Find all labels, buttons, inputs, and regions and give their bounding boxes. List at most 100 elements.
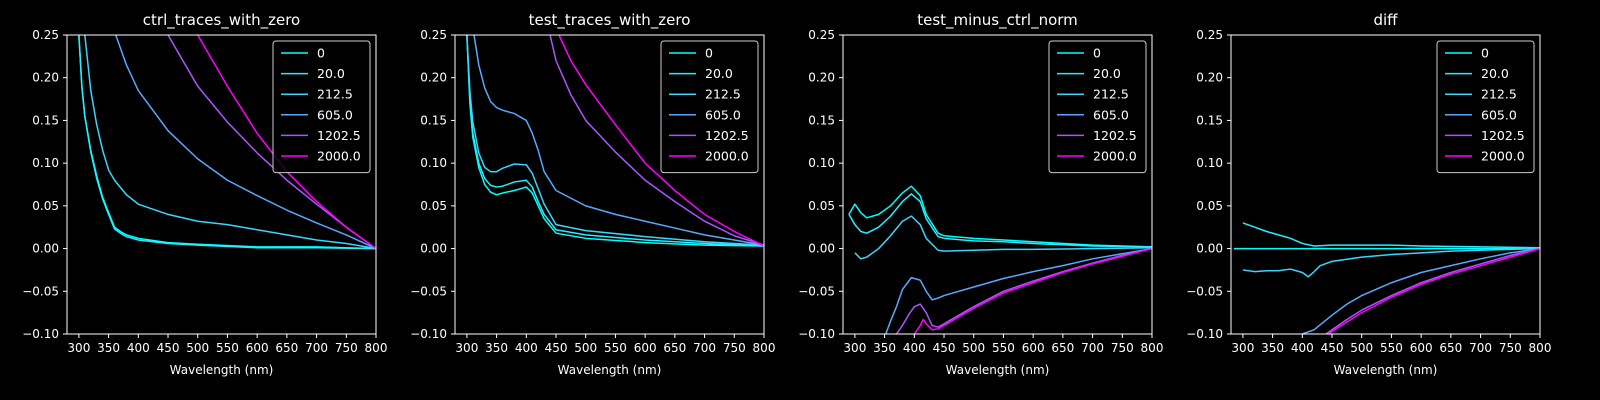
x-tick-label: 500 xyxy=(962,341,985,355)
legend-entry: 212.5 xyxy=(705,87,741,102)
x-tick-label: 600 xyxy=(246,341,269,355)
x-tick-label: 650 xyxy=(1051,341,1074,355)
axes-frame xyxy=(1230,34,1541,335)
x-tick-label: 450 xyxy=(545,341,568,355)
y-tick-label: 0.25 xyxy=(1196,28,1223,42)
legend-entry: 1202.5 xyxy=(705,128,749,143)
x-tick-label: 400 xyxy=(515,341,538,355)
x-tick-label: 750 xyxy=(1111,341,1134,355)
legend-entry: 2000.0 xyxy=(1481,149,1525,164)
legend-entry: 20.0 xyxy=(1481,66,1509,81)
y-tick-label: 0.10 xyxy=(420,156,447,170)
legend: 0 20.0 212.5 605.0 1202.5 2000.0 xyxy=(272,40,371,174)
series-group xyxy=(466,35,764,247)
x-tick-label: 300 xyxy=(843,341,866,355)
x-tick-label: 450 xyxy=(933,341,956,355)
y-tick-label: 0.20 xyxy=(420,71,447,85)
x-tick-label: 700 xyxy=(693,341,716,355)
chart-title: diff xyxy=(1373,11,1398,29)
x-tick-label: 300 xyxy=(455,341,478,355)
legend-entry: 2000.0 xyxy=(1093,149,1137,164)
chart-panel-2: 300 350 400 450 500 550 600 650 700 750 800 −0.10 −0… xyxy=(410,11,775,377)
x-tick-label: 750 xyxy=(723,341,746,355)
series-line-2000.0 xyxy=(1328,247,1540,334)
legend-entry: 2000.0 xyxy=(705,149,749,164)
y-tick-label: −0.10 xyxy=(798,327,835,341)
chart-panel-3: 300 350 400 450 500 550 600 650 700 750 800 −0.10 −0… xyxy=(798,11,1163,377)
x-tick-label: 700 xyxy=(1081,341,1104,355)
x-tick-label: 700 xyxy=(305,341,328,355)
y-tick-label: −0.05 xyxy=(798,284,835,298)
x-tick-label: 400 xyxy=(127,341,150,355)
x-tick-label: 350 xyxy=(1261,341,1284,355)
legend-entry: 0 xyxy=(1093,46,1101,61)
x-tick-label: 650 xyxy=(275,341,298,355)
x-tick-label: 300 xyxy=(1231,341,1254,355)
legend-entry: 605.0 xyxy=(1093,107,1129,122)
axes-frame xyxy=(454,34,765,335)
y-tick-label: 0.05 xyxy=(420,199,447,213)
series-group xyxy=(848,185,1152,334)
y-tick-label: 0.15 xyxy=(808,113,835,127)
series-line-2000.0 xyxy=(558,35,764,247)
x-tick-label: 650 xyxy=(1439,341,1462,355)
series-line-20.0 xyxy=(78,35,376,250)
series-line-605.0 xyxy=(1302,247,1540,334)
series-line-605.0 xyxy=(473,35,764,246)
x-tick-label: 600 xyxy=(1410,341,1433,355)
x-tick-label: 600 xyxy=(1022,341,1045,355)
y-tick-label: 0.25 xyxy=(420,28,447,42)
axes-frame xyxy=(842,34,1153,335)
legend: 0 20.0 212.5 605.0 1202.5 2000.0 xyxy=(1436,40,1535,174)
y-tick-label: 0.00 xyxy=(808,242,835,256)
legend-entry: 1202.5 xyxy=(1481,128,1525,143)
y-tick-label: 0.00 xyxy=(1196,242,1223,256)
x-tick-label: 300 xyxy=(67,341,90,355)
x-tick-label: 800 xyxy=(1141,341,1164,355)
series-line-1202.5 xyxy=(549,35,764,246)
x-tick-label: 800 xyxy=(753,341,776,355)
legend-entry: 605.0 xyxy=(705,107,741,122)
legend-entry: 2000.0 xyxy=(317,149,361,164)
x-tick-label: 350 xyxy=(97,341,120,355)
legend-entry: 0 xyxy=(1481,46,1489,61)
y-tick-label: 0.05 xyxy=(1196,199,1223,213)
x-tick-label: 700 xyxy=(1469,341,1492,355)
x-tick-label: 450 xyxy=(157,341,180,355)
series-line-212.5 xyxy=(1242,247,1540,278)
series-line-1202.5 xyxy=(1325,247,1540,334)
x-tick-label: 500 xyxy=(574,341,597,355)
y-tick-label: 0.20 xyxy=(32,71,59,85)
series-line-0 xyxy=(466,35,764,247)
x-tick-label: 750 xyxy=(1499,341,1522,355)
series-line-2000.0 xyxy=(913,247,1152,334)
y-tick-label: −0.10 xyxy=(22,327,59,341)
x-tick-label: 650 xyxy=(663,341,686,355)
series-line-212.5 xyxy=(854,215,1152,260)
y-tick-label: −0.05 xyxy=(410,284,447,298)
series-line-1202.5 xyxy=(895,247,1152,334)
legend-entry: 212.5 xyxy=(317,87,353,102)
y-tick-label: −0.10 xyxy=(1186,327,1223,341)
chart-title: test_traces_with_zero xyxy=(529,11,691,30)
legend-entry: 0 xyxy=(705,46,713,61)
series-line-20.0 xyxy=(848,193,1152,248)
legend-entry: 1202.5 xyxy=(317,128,361,143)
legend-entry: 20.0 xyxy=(705,66,733,81)
y-tick-label: −0.05 xyxy=(1186,284,1223,298)
series-line-212.5 xyxy=(466,35,764,246)
y-tick-label: 0.15 xyxy=(1196,113,1223,127)
series-line-605.0 xyxy=(885,247,1152,334)
y-tick-label: 0.05 xyxy=(808,199,835,213)
x-tick-label: 750 xyxy=(335,341,358,355)
series-line-0 xyxy=(848,185,1152,248)
legend: 0 20.0 212.5 605.0 1202.5 2000.0 xyxy=(1048,40,1147,174)
legend-entry: 212.5 xyxy=(1093,87,1129,102)
legend: 0 20.0 212.5 605.0 1202.5 2000.0 xyxy=(660,40,759,174)
y-tick-label: 0.10 xyxy=(808,156,835,170)
x-tick-label: 350 xyxy=(873,341,896,355)
legend-entry: 605.0 xyxy=(317,107,353,122)
series-line-20.0 xyxy=(1242,222,1540,249)
x-tick-label: 400 xyxy=(903,341,926,355)
